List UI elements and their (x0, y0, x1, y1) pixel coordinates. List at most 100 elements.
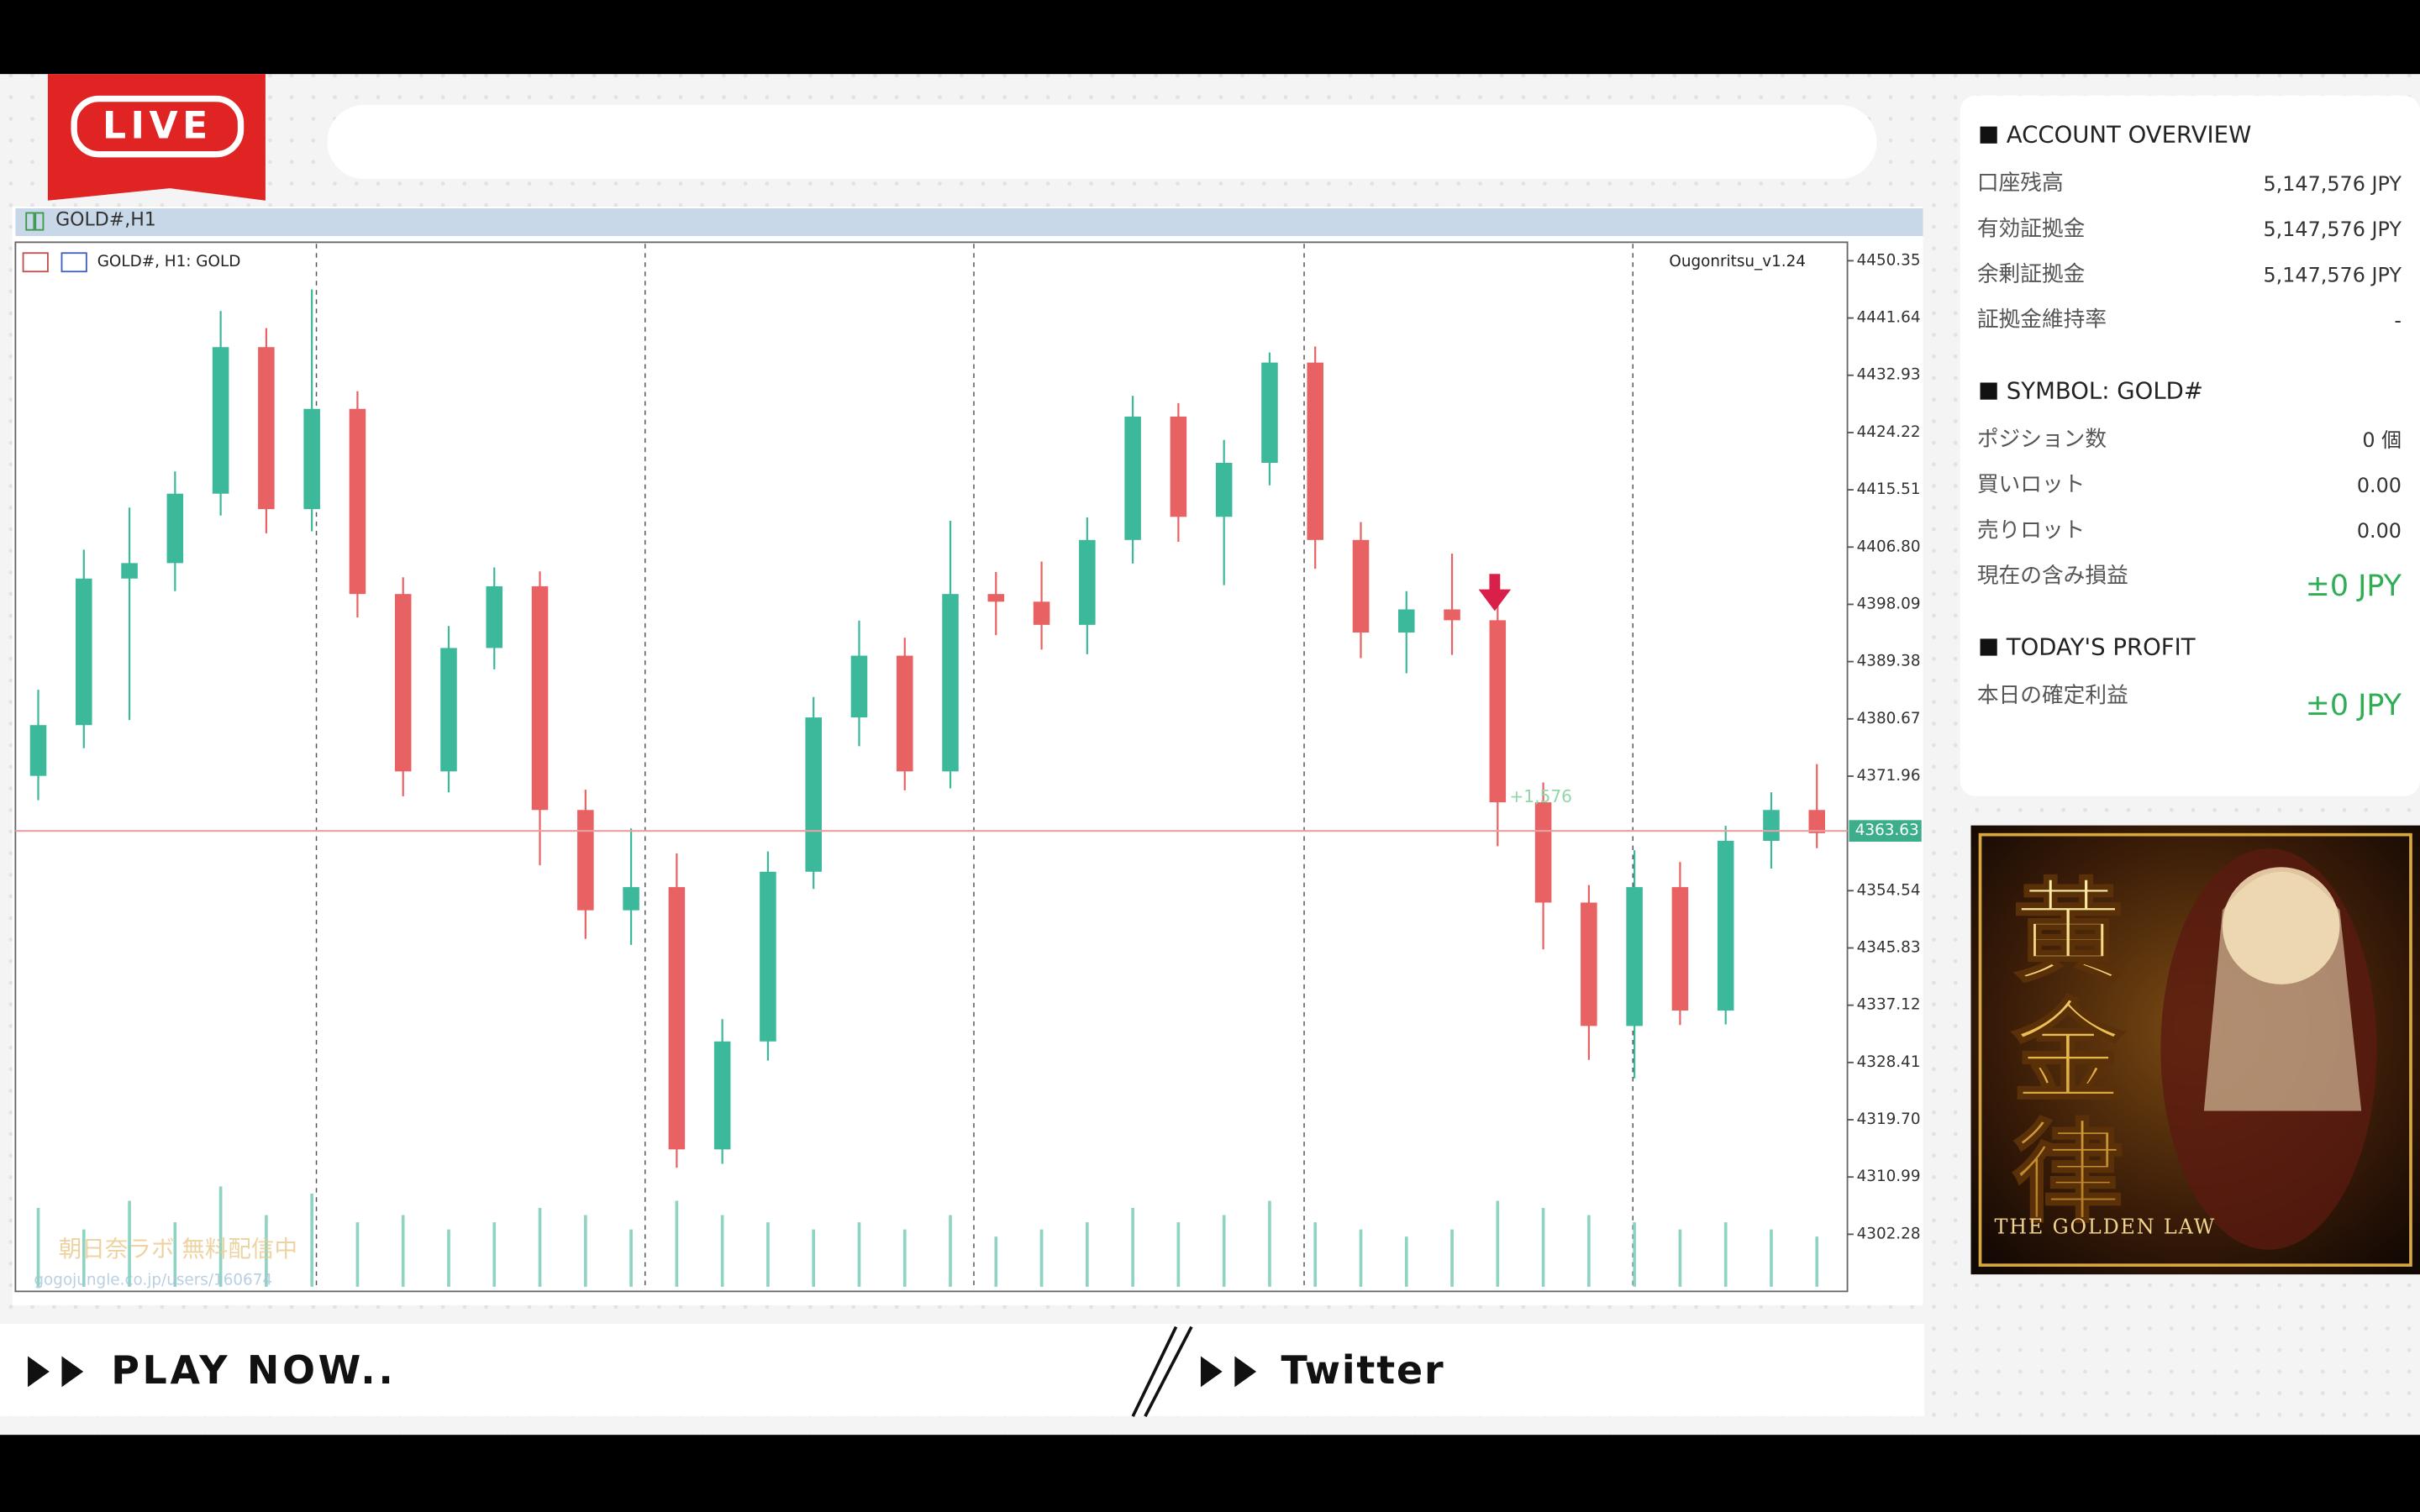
candle-body (349, 408, 366, 595)
volume-bar (538, 1208, 542, 1287)
volume-bar (173, 1222, 177, 1287)
volume-bar (949, 1215, 952, 1287)
twitter: Twitter (1281, 1347, 1444, 1393)
candle-body (760, 871, 776, 1042)
volume-bar (1770, 1229, 1773, 1287)
volume-bar (1633, 1222, 1636, 1287)
volume-bar (36, 1208, 40, 1287)
row-label: 証拠金維持率 (1977, 307, 2107, 333)
volume-bar (766, 1222, 770, 1287)
candle-body (1671, 887, 1689, 1011)
watermark-url: gogojungle.co.jp/users/160674 (34, 1271, 272, 1289)
y-tick-label: 4398.09 (1857, 595, 1921, 612)
row-label: 有効証拠金 (1977, 216, 2086, 241)
candle-body (1763, 810, 1780, 841)
row-label: ポジション数 (1977, 427, 2107, 452)
live-text: LIVE (103, 104, 213, 147)
candle-body (577, 810, 594, 911)
candle-body (1489, 620, 1507, 803)
row-label: 売りロット (1977, 517, 2086, 543)
y-tick-label: 4450.35 (1857, 251, 1921, 269)
volume-bar (720, 1215, 724, 1287)
row-value: - (2394, 308, 2402, 332)
row-label: 買いロット (1977, 472, 2086, 497)
row-value: 0 個 (2362, 428, 2402, 452)
row-value: 5,147,576 JPY (2263, 218, 2402, 241)
volume-bar (1587, 1215, 1591, 1287)
volume-bar (812, 1229, 816, 1287)
bottom-bar (0, 1323, 1925, 1417)
volume-bar (1313, 1222, 1318, 1287)
volume-bar (1131, 1208, 1134, 1287)
row-value: ±0 JPY (2306, 570, 2402, 603)
play-now: PLAY NOW.. (111, 1347, 396, 1393)
divider (1131, 1326, 1178, 1417)
y-tick-label: 4406.80 (1857, 538, 1921, 555)
candle-body (29, 725, 47, 776)
candle-body (486, 585, 503, 648)
volume-bar (1359, 1229, 1363, 1287)
play-icon (28, 1356, 84, 1388)
candle-body (713, 1041, 731, 1150)
candle-body (668, 887, 686, 1150)
candle-body (1307, 362, 1323, 540)
time-separators (315, 244, 1634, 1290)
volume-bar (82, 1229, 86, 1287)
candle-body (531, 585, 549, 811)
y-tick-label: 4380.67 (1857, 710, 1921, 727)
volume-bar (401, 1215, 405, 1287)
live-badge: LIVE (47, 74, 266, 201)
volume-bar (1723, 1222, 1728, 1287)
y-tick-label: 4354.54 (1857, 881, 1921, 899)
volume-bar (1496, 1200, 1500, 1287)
candle-body (1808, 810, 1826, 833)
candle-body (805, 717, 822, 872)
volume-bar (629, 1229, 633, 1287)
row-value: 5,147,576 JPY (2263, 172, 2402, 196)
volume-bar (265, 1215, 268, 1287)
volume-bar (1541, 1208, 1545, 1287)
volume-bar (1086, 1222, 1089, 1287)
toolbar-icon (22, 252, 49, 273)
banner-subtitle: THE GOLDEN LAW (1995, 1215, 2217, 1239)
row-label: 現在の含み損益 (1977, 564, 2128, 589)
candle-body (987, 594, 1005, 602)
current-price-box (1849, 820, 1922, 843)
toolbar-icon (60, 252, 87, 273)
row-label: 余剰証拠金 (1977, 261, 2086, 286)
candle-body (1033, 601, 1050, 625)
volume-bar (857, 1222, 861, 1287)
volume-bar (1678, 1229, 1682, 1287)
y-tick-label: 4345.83 (1857, 938, 1921, 956)
indicator-label: Ougonritsu_v1.24 (1669, 253, 1806, 270)
candle-body (1581, 902, 1597, 1026)
candle-body (394, 594, 412, 772)
candle-body (1079, 539, 1096, 625)
volume-bar (994, 1236, 998, 1287)
window-title: GOLD#,H1 (55, 210, 156, 231)
candle-body (623, 887, 639, 911)
banner: 黄金律 THE GOLDEN LAW (1970, 825, 2420, 1275)
candle-body (1534, 802, 1552, 903)
top-bar (327, 104, 1877, 180)
volume-bar (447, 1229, 450, 1287)
volume-bar (902, 1229, 907, 1287)
candle-body (1352, 539, 1370, 633)
row-label: 本日の確定利益 (1977, 683, 2128, 708)
volume-bar (218, 1186, 223, 1287)
volume-bar (1450, 1229, 1454, 1287)
divider (1144, 1326, 1193, 1417)
volume-bar (128, 1200, 131, 1287)
candle-body (166, 493, 184, 564)
plot: 4450.35 4441.64 4432.93 4424.22 4415.51 4406.… (15, 251, 1922, 1287)
row-label: 口座残高 (1977, 171, 2064, 196)
section-title: ACCOUNT OVERVIEW (2007, 122, 2252, 149)
section-title: TODAY'S PROFIT (2006, 633, 2196, 660)
y-tick-label: 4432.93 (1857, 366, 1921, 384)
volume-bar (1404, 1236, 1408, 1287)
volume-bar (1268, 1200, 1271, 1287)
y-tick-label: 4302.28 (1857, 1225, 1921, 1242)
window-title-bar (15, 207, 1923, 237)
candle-body (258, 347, 275, 510)
